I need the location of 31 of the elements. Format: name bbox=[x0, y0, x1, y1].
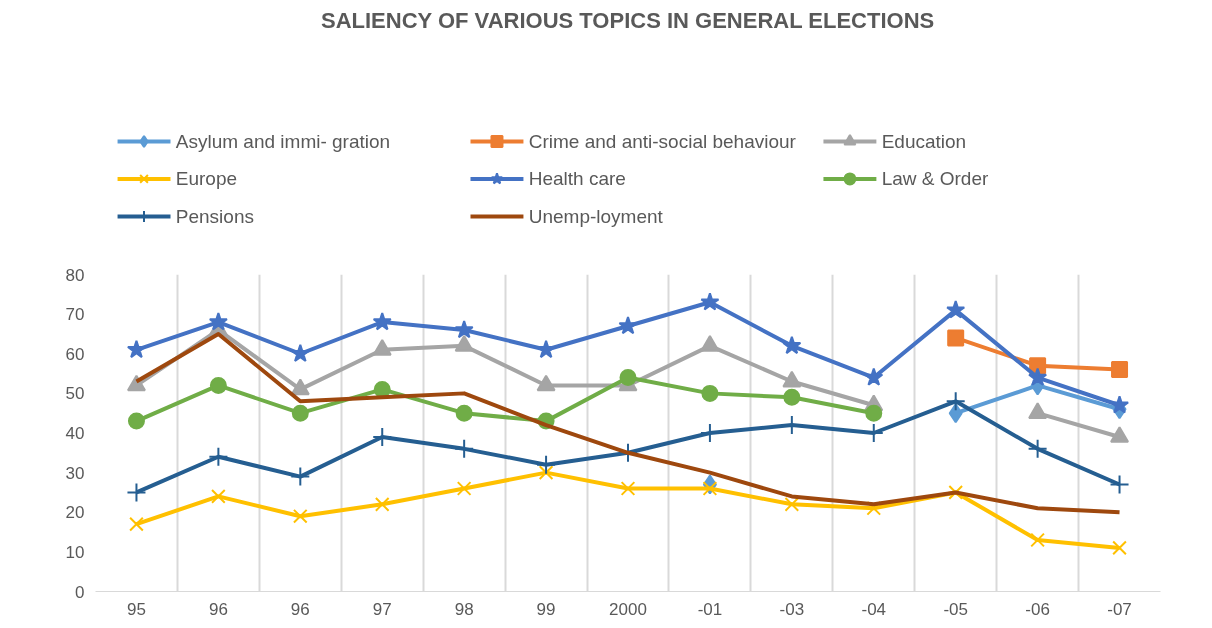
x-tick-label: -03 bbox=[779, 599, 805, 619]
x-tick-label: -06 bbox=[1025, 599, 1050, 619]
legend-label: Health care bbox=[528, 168, 626, 190]
x-tick-label: 96 bbox=[290, 599, 310, 619]
x-tick-label: 2000 bbox=[609, 599, 647, 619]
legend-label: Education bbox=[881, 130, 967, 152]
legend-label: Unemp-loyment bbox=[528, 205, 664, 227]
x-tick-label: -04 bbox=[861, 599, 887, 619]
legend-label: Pensions bbox=[175, 205, 254, 227]
y-tick-label: 70 bbox=[65, 305, 85, 325]
chart-title: SALIENCY OF VARIOUS TOPICS IN GENERAL ELECTIONS bbox=[320, 7, 935, 33]
y-tick-label: 40 bbox=[65, 424, 85, 443]
y-tick-label: 10 bbox=[65, 542, 85, 562]
x-tick-label: 99 bbox=[536, 599, 556, 619]
x-tick-label: -01 bbox=[697, 599, 723, 619]
x-tick-label: -05 bbox=[943, 599, 968, 619]
y-tick-label: 0 bbox=[75, 582, 85, 602]
x-tick-label: 95 bbox=[127, 599, 146, 619]
x-tick-label: 97 bbox=[372, 599, 392, 619]
x-tick-label: 98 bbox=[454, 599, 474, 619]
y-tick-label: 30 bbox=[65, 463, 85, 483]
x-tick-label: 96 bbox=[208, 599, 228, 619]
legend-label: Crime and anti-social behaviour bbox=[528, 130, 797, 152]
y-tick-label: 80 bbox=[65, 265, 85, 285]
legend-label: Law & Order bbox=[881, 168, 989, 190]
y-tick-label: 50 bbox=[65, 384, 85, 404]
y-tick-label: 20 bbox=[65, 503, 85, 523]
y-tick-label: 60 bbox=[65, 344, 85, 364]
legend-label: Europe bbox=[175, 168, 238, 190]
x-tick-label: -07 bbox=[1107, 599, 1132, 619]
legend-label: Asylum and immi- gration bbox=[175, 130, 391, 152]
